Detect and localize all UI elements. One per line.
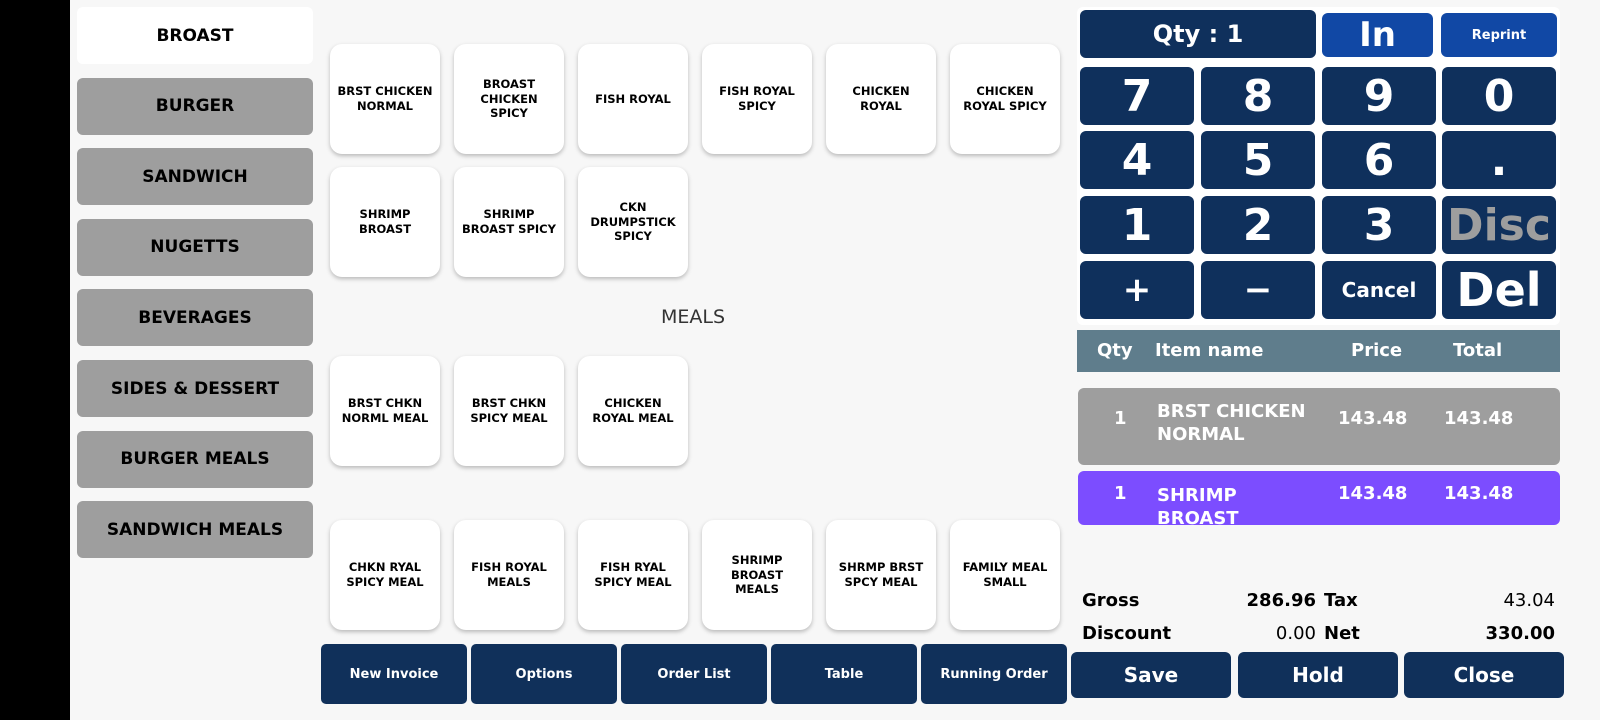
category-broast[interactable]: BROAST: [77, 7, 313, 64]
tax-label: Tax: [1324, 590, 1358, 611]
key-2[interactable]: 2: [1201, 196, 1315, 254]
product-tile[interactable]: BRST CHKN NORML MEAL: [330, 356, 440, 466]
key-plus[interactable]: +: [1080, 261, 1194, 319]
key-cancel[interactable]: Cancel: [1322, 261, 1436, 319]
order-row[interactable]: 1 SHRIMP BROAST 143.48 143.48: [1078, 471, 1560, 529]
table-button[interactable]: Table: [771, 644, 917, 704]
key-9[interactable]: 9: [1322, 67, 1436, 125]
key-3[interactable]: 3: [1322, 196, 1436, 254]
product-tile[interactable]: FISH ROYAL SPICY: [702, 44, 812, 154]
new-invoice-button[interactable]: New Invoice: [321, 644, 467, 704]
category-sandwich[interactable]: SANDWICH: [77, 148, 313, 206]
row-price: 143.48: [1338, 483, 1408, 504]
product-tile[interactable]: BRST CHKN SPICY MEAL: [454, 356, 564, 466]
product-tile[interactable]: FISH ROYAL MEALS: [454, 520, 564, 630]
header-item-name: Item name: [1155, 340, 1264, 361]
product-tile[interactable]: CHKN RYAL SPICY MEAL: [330, 520, 440, 630]
net-label: Net: [1324, 623, 1360, 644]
product-tile[interactable]: SHRMP BRST SPCY MEAL: [826, 520, 936, 630]
key-6[interactable]: 6: [1322, 131, 1436, 189]
product-tile[interactable]: SHRIMP BROAST SPICY: [454, 167, 564, 277]
category-burger-meals[interactable]: BURGER MEALS: [77, 430, 313, 488]
order-table-header: Qty Item name Price Total: [1077, 330, 1560, 372]
header-price: Price: [1351, 340, 1403, 361]
key-0[interactable]: 0: [1442, 67, 1556, 125]
product-tile[interactable]: SHRIMP BROAST MEALS: [702, 520, 812, 630]
left-edge-bar: [0, 0, 70, 720]
key-5[interactable]: 5: [1201, 131, 1315, 189]
product-tile[interactable]: CHICKEN ROYAL MEAL: [578, 356, 688, 466]
net-value: 330.00: [1485, 623, 1555, 644]
header-total: Total: [1453, 340, 1503, 361]
key-disc[interactable]: Disc: [1442, 196, 1556, 254]
category-sandwich-meals[interactable]: SANDWICH MEALS: [77, 501, 313, 559]
key-del[interactable]: Del: [1442, 261, 1556, 319]
product-tile[interactable]: CKN DRUMPSTICK SPICY: [578, 167, 688, 277]
product-tile[interactable]: SHRIMP BROAST: [330, 167, 440, 277]
product-tile[interactable]: FAMILY MEAL SMALL: [950, 520, 1060, 630]
product-tile[interactable]: CHICKEN ROYAL: [826, 44, 936, 154]
tax-value: 43.04: [1503, 590, 1555, 611]
keypad-panel: Qty : 1 In Reprint 7 8 9 0 4 5 6. 1 2 3 Disc + − Canc…: [1077, 7, 1560, 325]
row-qty: 1: [1114, 408, 1127, 429]
row-total: 143.48: [1444, 408, 1514, 429]
discount-label: Discount: [1082, 623, 1172, 644]
category-nugetts[interactable]: NUGETTS: [77, 218, 313, 276]
category-burger[interactable]: BURGER: [77, 77, 313, 135]
gross-value: 286.96: [1246, 590, 1316, 611]
meals-section-label: MEALS: [660, 306, 726, 328]
product-tile[interactable]: CHICKEN ROYAL SPICY: [950, 44, 1060, 154]
row-item-name: SHRIMP BROAST: [1157, 485, 1239, 530]
category-sides-dessert[interactable]: SIDES & DESSERT: [77, 360, 313, 417]
key-dot[interactable]: .: [1442, 131, 1556, 189]
hold-button[interactable]: Hold: [1238, 652, 1398, 698]
qty-display[interactable]: Qty : 1: [1080, 10, 1316, 58]
row-item-name: BRST CHICKEN NORMAL: [1157, 401, 1306, 446]
product-tile[interactable]: FISH RYAL SPICY MEAL: [578, 520, 688, 630]
product-tile[interactable]: BROAST CHICKEN SPICY: [454, 44, 564, 154]
key-7[interactable]: 7: [1080, 67, 1194, 125]
order-list-button[interactable]: Order List: [621, 644, 767, 704]
category-beverages[interactable]: BEVERAGES: [77, 289, 313, 347]
product-tile[interactable]: FISH ROYAL: [578, 44, 688, 154]
row-total: 143.48: [1444, 483, 1514, 504]
options-button[interactable]: Options: [471, 644, 617, 704]
key-8[interactable]: 8: [1201, 67, 1315, 125]
header-qty: Qty: [1097, 340, 1133, 361]
product-tile[interactable]: BRST CHICKEN NORMAL: [330, 44, 440, 154]
order-row[interactable]: 1 BRST CHICKEN NORMAL 143.48 143.48: [1078, 388, 1560, 465]
key-1[interactable]: 1: [1080, 196, 1194, 254]
key-minus[interactable]: −: [1201, 261, 1315, 319]
close-button[interactable]: Close: [1404, 652, 1564, 698]
reprint-button[interactable]: Reprint: [1441, 13, 1557, 57]
in-button[interactable]: In: [1322, 13, 1433, 57]
gross-label: Gross: [1082, 590, 1140, 611]
save-button[interactable]: Save: [1071, 652, 1231, 698]
running-order-button[interactable]: Running Order: [921, 644, 1067, 704]
discount-value: 0.00: [1275, 623, 1316, 644]
row-qty: 1: [1114, 483, 1127, 504]
key-4[interactable]: 4: [1080, 131, 1194, 189]
row-price: 143.48: [1338, 408, 1408, 429]
